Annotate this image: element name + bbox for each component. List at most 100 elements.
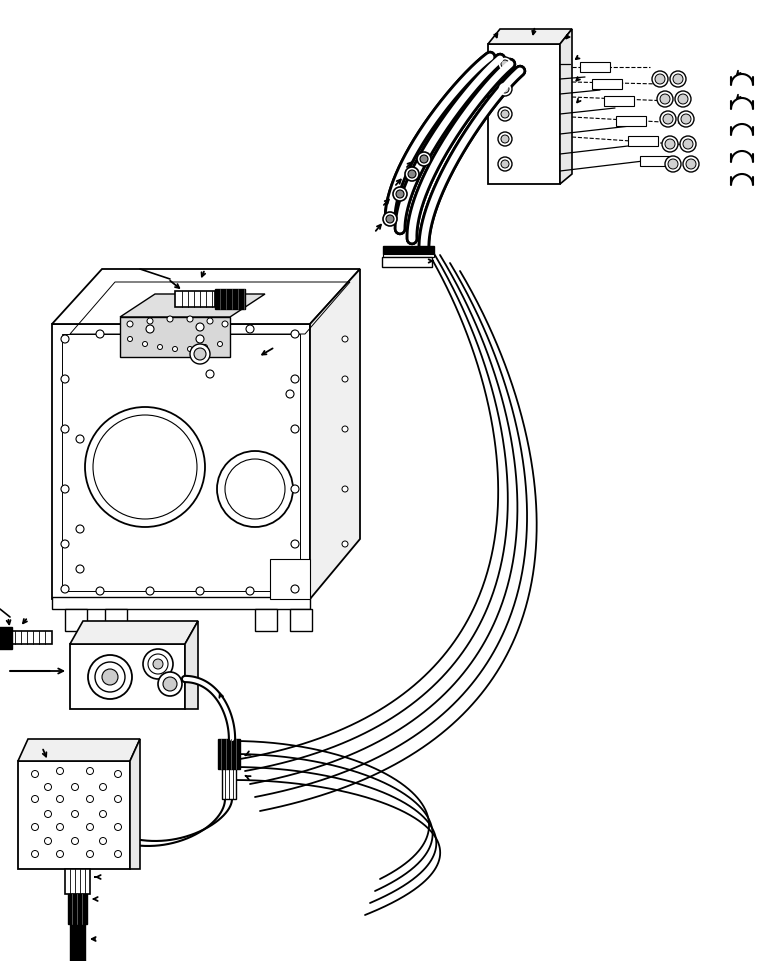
Circle shape <box>291 485 299 494</box>
Polygon shape <box>18 761 130 869</box>
Circle shape <box>61 426 69 433</box>
Circle shape <box>342 377 348 382</box>
Circle shape <box>501 160 509 169</box>
Circle shape <box>57 850 63 857</box>
Polygon shape <box>218 739 240 769</box>
Circle shape <box>286 390 294 399</box>
Circle shape <box>61 485 69 494</box>
Circle shape <box>498 133 512 147</box>
Polygon shape <box>640 157 670 167</box>
Circle shape <box>342 336 348 343</box>
Polygon shape <box>0 628 12 650</box>
Circle shape <box>408 171 416 179</box>
Circle shape <box>76 526 84 533</box>
Circle shape <box>95 662 125 692</box>
Polygon shape <box>592 80 622 90</box>
Circle shape <box>196 587 204 596</box>
Circle shape <box>44 811 52 818</box>
Circle shape <box>196 324 204 332</box>
Circle shape <box>417 153 431 167</box>
Circle shape <box>203 345 207 350</box>
Circle shape <box>146 326 154 333</box>
Polygon shape <box>52 325 310 600</box>
Circle shape <box>246 587 254 596</box>
Circle shape <box>217 452 293 528</box>
Polygon shape <box>290 609 312 631</box>
Circle shape <box>142 342 148 347</box>
Circle shape <box>167 317 173 323</box>
Circle shape <box>498 58 512 72</box>
Polygon shape <box>70 622 198 644</box>
Polygon shape <box>10 631 52 644</box>
Polygon shape <box>52 270 360 325</box>
Polygon shape <box>310 270 360 600</box>
Circle shape <box>383 212 397 227</box>
Circle shape <box>662 136 678 153</box>
Circle shape <box>652 72 668 87</box>
Circle shape <box>87 824 94 830</box>
Circle shape <box>657 92 673 108</box>
Circle shape <box>61 585 69 593</box>
Polygon shape <box>255 609 277 631</box>
Polygon shape <box>488 30 572 45</box>
Circle shape <box>291 376 299 383</box>
Circle shape <box>686 160 696 170</box>
Circle shape <box>675 92 691 108</box>
Circle shape <box>57 796 63 802</box>
Circle shape <box>678 95 688 105</box>
Circle shape <box>87 768 94 775</box>
Polygon shape <box>488 45 560 185</box>
Circle shape <box>32 796 39 802</box>
Circle shape <box>88 655 132 700</box>
Circle shape <box>386 216 394 224</box>
Circle shape <box>501 61 509 69</box>
Circle shape <box>663 115 673 125</box>
Polygon shape <box>120 318 230 357</box>
Circle shape <box>222 322 228 328</box>
Polygon shape <box>383 255 434 258</box>
Circle shape <box>501 86 509 94</box>
Circle shape <box>501 111 509 119</box>
Circle shape <box>668 160 678 170</box>
Circle shape <box>196 335 204 344</box>
Circle shape <box>100 783 107 791</box>
Circle shape <box>670 72 686 87</box>
Circle shape <box>143 650 173 679</box>
Polygon shape <box>222 769 236 800</box>
Circle shape <box>147 319 153 325</box>
Circle shape <box>393 187 407 202</box>
Circle shape <box>127 322 133 328</box>
Circle shape <box>96 331 104 338</box>
Circle shape <box>76 565 84 574</box>
Circle shape <box>100 811 107 818</box>
Circle shape <box>681 115 691 125</box>
Circle shape <box>291 426 299 433</box>
Circle shape <box>115 796 122 802</box>
Circle shape <box>61 335 69 344</box>
Polygon shape <box>70 644 185 709</box>
Polygon shape <box>628 136 658 147</box>
Circle shape <box>187 347 193 352</box>
Circle shape <box>153 659 163 669</box>
Circle shape <box>683 140 693 150</box>
Circle shape <box>32 850 39 857</box>
Circle shape <box>498 158 512 172</box>
Polygon shape <box>616 117 646 127</box>
Polygon shape <box>560 30 572 185</box>
Circle shape <box>148 654 168 675</box>
Circle shape <box>44 838 52 845</box>
Polygon shape <box>120 295 265 318</box>
Polygon shape <box>18 739 140 761</box>
Circle shape <box>76 435 84 444</box>
Circle shape <box>87 796 94 802</box>
Circle shape <box>660 111 676 128</box>
Polygon shape <box>65 609 87 631</box>
Circle shape <box>57 824 63 830</box>
Circle shape <box>291 331 299 338</box>
Circle shape <box>673 75 683 85</box>
Circle shape <box>291 540 299 549</box>
Circle shape <box>225 459 285 520</box>
Polygon shape <box>185 622 198 709</box>
Circle shape <box>71 838 78 845</box>
Polygon shape <box>215 289 245 309</box>
